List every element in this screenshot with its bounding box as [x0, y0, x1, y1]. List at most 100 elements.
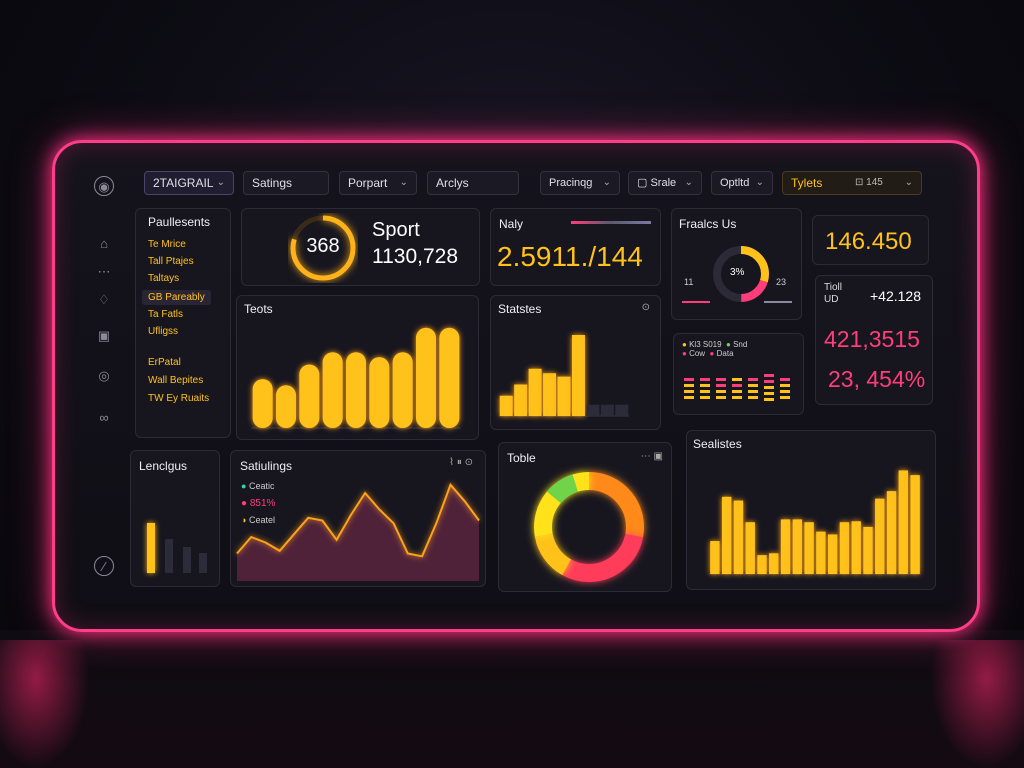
tests-bar-chart: [251, 327, 461, 429]
bar: [252, 379, 273, 428]
clock-icon[interactable]: ⊙: [641, 302, 650, 313]
bar: [886, 491, 897, 574]
legend-label: Snd: [733, 340, 748, 349]
bar: [392, 352, 413, 428]
home-icon[interactable]: ⌂: [100, 236, 108, 251]
settings-button[interactable]: Satings: [243, 171, 329, 195]
analytics-button[interactable]: Arclys: [427, 171, 519, 195]
mini-stacked-bars: [684, 374, 790, 401]
practice-card: Fraalcs Us 3% 11 23: [671, 208, 802, 320]
pricing-label: Pracinqg: [549, 177, 593, 189]
logo-icon[interactable]: ◉: [94, 176, 114, 196]
types-label: Tylets: [791, 176, 823, 190]
table-title: Toble: [507, 451, 536, 465]
practice-donut: [713, 246, 769, 302]
area-line: [236, 482, 480, 558]
bar: [369, 357, 390, 428]
report-dropdown[interactable]: Porpart ⌄: [339, 171, 417, 195]
options-icon[interactable]: ⋯ ▣: [640, 451, 663, 462]
chevron-down-icon: ⌄: [216, 177, 225, 188]
bar: [275, 385, 297, 428]
list-item[interactable]: Te Mrice: [148, 239, 186, 250]
statistics2-bar-chart: [709, 470, 921, 575]
update-dropdown[interactable]: Optltd ⌄: [711, 171, 773, 195]
bar: [910, 475, 920, 574]
legend-dot: ●: [241, 481, 247, 491]
brand-dropdown[interactable]: 2TAIGRAIL ⌄: [144, 171, 234, 195]
bar: [875, 498, 885, 574]
bar: [528, 368, 542, 416]
pricing-dropdown[interactable]: Pracinqg ⌄: [540, 171, 620, 195]
table-card: Toble ⋯ ▣: [498, 442, 672, 592]
bar: [586, 404, 600, 416]
bar: [543, 373, 557, 416]
bar: [792, 519, 803, 574]
bar: [514, 384, 528, 416]
stat-value: 421,3515: [824, 326, 920, 352]
list-item[interactable]: Ta Fatls: [148, 309, 184, 320]
filter-icon[interactable]: ⌇ ⏸ ⊙: [449, 457, 473, 468]
table-donut-chart: [534, 472, 644, 582]
area-legend-2: ● 851%: [241, 498, 275, 509]
settings-label: Satings: [252, 176, 293, 190]
statistics-bar-chart: [499, 335, 629, 417]
legend-dot: ●: [682, 340, 687, 349]
bar: [183, 547, 191, 573]
bar: [757, 555, 767, 574]
stat-delta: +42.128: [870, 288, 921, 304]
list-item[interactable]: Ufligss: [148, 326, 179, 337]
area-legend-3: ◑ Ceatel: [241, 515, 275, 525]
statistics2-card: Sealistes: [686, 430, 936, 590]
list-item[interactable]: Tall Ptajes: [148, 256, 194, 267]
legend-dot: ●: [682, 349, 687, 358]
list-item[interactable]: ErPatal: [148, 357, 181, 368]
legend-line: [764, 301, 792, 303]
statistics-chart-card: Statstes ⊙: [490, 295, 661, 430]
analytics-label: Arclys: [436, 176, 469, 190]
sport-card: 368 Sport 1130,728: [241, 208, 480, 286]
list-item-selected[interactable]: GB Pareably: [142, 290, 211, 305]
bar: [147, 523, 155, 573]
types-count: ⊡ 145: [855, 172, 883, 194]
list-item[interactable]: Taltays: [148, 273, 180, 284]
types-dropdown[interactable]: Tylets ⊡ 145 ⌄: [782, 171, 922, 195]
list-item[interactable]: TW Ey Ruaits: [148, 393, 210, 404]
legend-dot: ●: [709, 349, 715, 358]
chat-icon[interactable]: ▣: [97, 328, 111, 343]
sport-label: Sport: [372, 219, 420, 241]
sidebar: ◉ ⌂ ⋯ ♢ ▣ ◎ ∞ ∕: [82, 168, 126, 588]
legend-label: Kl3 S019: [689, 340, 722, 349]
settings-area-chart: [236, 482, 480, 581]
scale-dropdown[interactable]: ▢ Srale ⌄: [628, 171, 702, 195]
bar: [499, 395, 513, 416]
menu-icon[interactable]: ⋯: [97, 264, 111, 279]
link-icon[interactable]: ∞: [99, 410, 109, 425]
bar: [299, 364, 320, 428]
practice-title: Fraalcs Us: [679, 217, 737, 231]
bar: [733, 500, 744, 574]
bar: [745, 522, 755, 574]
bar: [839, 522, 850, 574]
legends-card: Lenclgus: [130, 450, 220, 587]
bell-icon[interactable]: ♢: [98, 292, 110, 307]
right-stats-card: Tioll UD +42.128 421,3515 23, 454%: [815, 275, 933, 405]
bar: [863, 526, 873, 574]
bar: [710, 541, 720, 574]
legend-label: Cow: [689, 349, 706, 358]
camera-icon[interactable]: ◎: [98, 368, 110, 383]
settings-icon[interactable]: ∕: [94, 556, 114, 576]
legend-label: Data: [716, 349, 734, 358]
chevron-down-icon: ⌄: [684, 177, 693, 188]
bar: [571, 335, 585, 416]
legends-bar-chart: [147, 523, 207, 573]
list-panel: Paullesents Te Mrice Tall Ptajes Taltays…: [135, 208, 231, 438]
brand-label: 2TAIGRAIL: [153, 176, 214, 190]
stat-percent: 23, 454%: [828, 366, 926, 392]
list-item[interactable]: Wall Bepites: [148, 375, 204, 386]
sport-value: 1130,728: [372, 245, 459, 268]
bar: [199, 553, 207, 573]
statistics-title: Statstes: [498, 302, 542, 316]
bar: [600, 404, 614, 416]
legend-label: Ceatel: [248, 515, 275, 525]
bar: [769, 553, 779, 574]
